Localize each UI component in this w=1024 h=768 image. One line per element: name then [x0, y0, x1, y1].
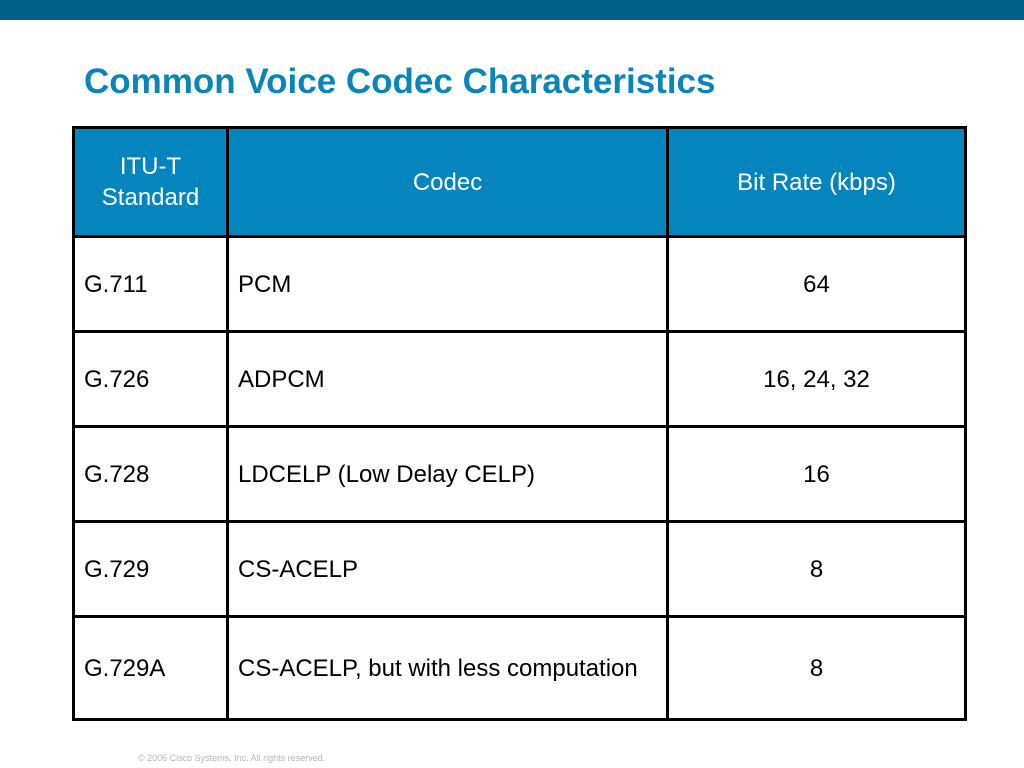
- table-row: G.729A CS-ACELP, but with less computati…: [72, 615, 967, 721]
- codec-cell: CS-ACELP: [226, 520, 669, 618]
- table-row: G.729 CS-ACELP 8: [72, 520, 967, 618]
- top-banner-bar: [0, 0, 1024, 20]
- codec-cell: LDCELP (Low Delay CELP): [226, 425, 669, 523]
- column-header-standard: ITU-T Standard: [72, 126, 229, 238]
- column-header-bit-rate: Bit Rate (kbps): [666, 126, 967, 238]
- table-row: G.726 ADPCM 16, 24, 32: [72, 330, 967, 428]
- table-row: G.711 PCM 64: [72, 235, 967, 333]
- table-header-row: ITU-T Standard Codec Bit Rate (kbps): [72, 126, 967, 238]
- codec-cell: ADPCM: [226, 330, 669, 428]
- slide-title: Common Voice Codec Characteristics: [84, 62, 716, 101]
- standard-cell: G.729A: [72, 615, 229, 721]
- column-header-codec: Codec: [226, 126, 669, 238]
- bit-rate-cell: 16: [666, 425, 967, 523]
- codec-cell: PCM: [226, 235, 669, 333]
- codec-table: ITU-T Standard Codec Bit Rate (kbps) G.7…: [72, 126, 967, 721]
- codec-cell: CS-ACELP, but with less computation: [226, 615, 669, 721]
- table-row: G.728 LDCELP (Low Delay CELP) 16: [72, 425, 967, 523]
- copyright-notice: © 2006 Cisco Systems, Inc. All rights re…: [138, 753, 326, 763]
- bit-rate-cell: 8: [666, 520, 967, 618]
- bit-rate-cell: 16, 24, 32: [666, 330, 967, 428]
- standard-cell: G.726: [72, 330, 229, 428]
- standard-cell: G.711: [72, 235, 229, 333]
- standard-cell: G.728: [72, 425, 229, 523]
- bit-rate-cell: 64: [666, 235, 967, 333]
- bit-rate-cell: 8: [666, 615, 967, 721]
- standard-cell: G.729: [72, 520, 229, 618]
